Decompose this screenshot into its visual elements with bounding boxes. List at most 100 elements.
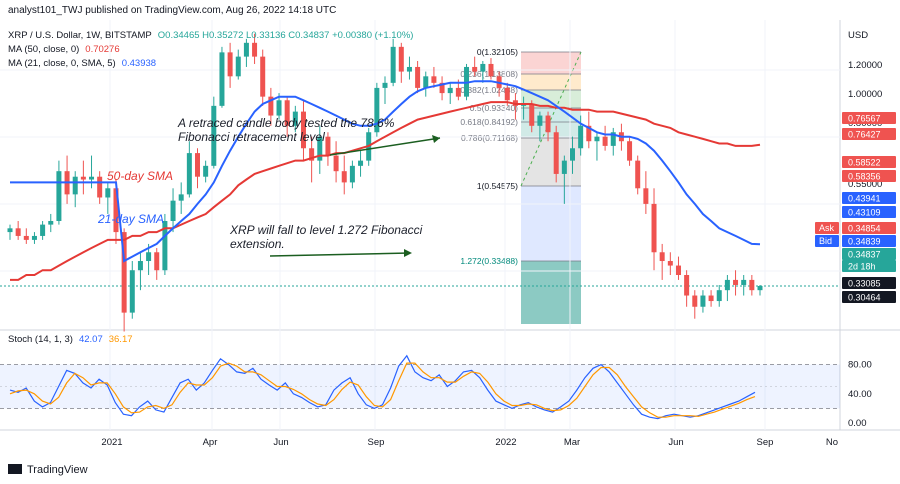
currency-label: USD bbox=[848, 30, 868, 41]
fall-annotation-line2: extension. bbox=[230, 237, 285, 251]
price-tag-bg bbox=[842, 248, 896, 260]
stoch-tick-label: 40.00 bbox=[848, 389, 872, 400]
price-tick-label: 0.55000 bbox=[848, 179, 882, 190]
fib-zone-blue bbox=[521, 186, 581, 261]
candle-body bbox=[382, 82, 388, 88]
legend-stoch-d: 36.17 bbox=[109, 334, 133, 345]
time-tick-label: Jun bbox=[668, 437, 683, 448]
fall-arrow bbox=[269, 252, 411, 257]
fib-level-label: 1.272(0.33488) bbox=[460, 256, 518, 266]
candle-body bbox=[635, 160, 641, 189]
candle-body bbox=[561, 160, 567, 174]
price-tag-text: 0.34839 bbox=[848, 237, 881, 247]
candle-body bbox=[146, 252, 152, 262]
price-tick-label: 1.20000 bbox=[848, 60, 882, 71]
fall-arrow-head bbox=[404, 249, 412, 257]
stoch-tick-label: 80.00 bbox=[848, 360, 872, 371]
candle-body bbox=[439, 82, 445, 94]
price-tags: 0.76567 0.76427 0.58522 0.58356 0.43941 0.431… bbox=[815, 112, 896, 303]
candle-body bbox=[105, 188, 111, 198]
candle-body bbox=[643, 188, 649, 204]
moving-averages bbox=[10, 80, 761, 281]
candle-body bbox=[97, 176, 103, 198]
candle-body bbox=[610, 132, 616, 146]
candle-body bbox=[219, 52, 225, 106]
fib-zone-red bbox=[521, 52, 581, 74]
bid-label: Bid bbox=[819, 236, 832, 246]
time-tick-label: Sep bbox=[757, 437, 774, 448]
candle-body bbox=[243, 42, 249, 57]
legend: XRP / U.S. Dollar, 1W, BITSTAMP O0.34465 … bbox=[8, 30, 413, 345]
candle-body bbox=[504, 87, 510, 101]
time-tick-label: No bbox=[826, 437, 838, 448]
fall-annotation-line1: XRP will fall to level 1.272 Fibonacci bbox=[229, 223, 423, 237]
price-tag-bg bbox=[842, 170, 896, 182]
ma21-line bbox=[10, 80, 761, 263]
candle-body bbox=[276, 100, 282, 116]
fib-level-label: 0.786(0.71168) bbox=[461, 133, 518, 143]
price-tag-text: 0.33085 bbox=[848, 279, 881, 289]
stoch-d-line bbox=[9, 362, 756, 418]
candle-body bbox=[162, 220, 168, 271]
price-tag-bg bbox=[842, 206, 896, 218]
price-tag-text: 0.58522 bbox=[848, 158, 881, 168]
candle-body bbox=[675, 265, 681, 276]
candle-body bbox=[252, 42, 258, 57]
candle-body bbox=[415, 66, 421, 88]
price-tag-bg bbox=[842, 260, 896, 272]
price-tag-text: 0.76567 bbox=[848, 114, 881, 124]
candle-body bbox=[602, 136, 608, 146]
price-tag-bg bbox=[842, 128, 896, 140]
price-tag-bg bbox=[842, 222, 896, 234]
candle-body bbox=[129, 270, 135, 313]
price-tag-bg bbox=[842, 291, 896, 303]
candle-body bbox=[716, 290, 722, 302]
candle-body bbox=[300, 111, 306, 149]
publisher-line: analyst101_TWJ published on TradingView.… bbox=[8, 5, 336, 16]
axis-labels: 1.200001.000000.800000.5500080.0040.000.… bbox=[101, 60, 882, 448]
candle-body bbox=[651, 203, 657, 253]
candles bbox=[7, 33, 763, 332]
fib-level-label: 0.618(0.84192) bbox=[460, 117, 518, 127]
candle-body bbox=[56, 171, 62, 221]
fib-level-label: 1(0.54575) bbox=[477, 181, 518, 191]
candle-body bbox=[390, 46, 396, 83]
candle-body bbox=[227, 52, 233, 77]
candle-body bbox=[423, 76, 429, 88]
candle-body bbox=[23, 235, 29, 240]
bid-label-bg bbox=[815, 235, 839, 247]
candle-body bbox=[72, 176, 78, 195]
candle-body bbox=[749, 279, 755, 291]
time-tick-label: 2022 bbox=[495, 437, 516, 448]
candle-body bbox=[529, 103, 535, 126]
candle-body bbox=[211, 105, 217, 166]
retrace-annotation-line1: A retraced candle body tested the 78.6% bbox=[177, 116, 395, 130]
price-tag-text: 0.34854 bbox=[848, 224, 881, 234]
legend-stoch: Stoch (14, 1, 3) 42.07 36.17 bbox=[8, 334, 133, 345]
time-tick-label: Jun bbox=[273, 437, 288, 448]
candle-body bbox=[358, 160, 364, 166]
candle-body bbox=[235, 56, 241, 77]
candle-body bbox=[472, 66, 478, 72]
candle-body bbox=[195, 153, 200, 177]
candle-body bbox=[268, 96, 274, 116]
price-tag-bg bbox=[842, 192, 896, 204]
candle-body bbox=[284, 100, 290, 126]
candle-body bbox=[570, 148, 575, 161]
retrace-annotation-line2: Fibonacci retracement level bbox=[178, 130, 325, 144]
price-tag-text: 2d 18h bbox=[848, 262, 876, 272]
candle-body bbox=[700, 295, 706, 307]
legend-symbol-text: XRP / U.S. Dollar, 1W, BITSTAMP bbox=[8, 30, 152, 41]
legend-symbol: XRP / U.S. Dollar, 1W, BITSTAMP O0.34465 … bbox=[8, 30, 413, 41]
price-tag-text: 0.30464 bbox=[848, 293, 881, 303]
legend-ma21: MA (21, close, 0, SMA, 5) 0.43938 bbox=[8, 58, 156, 69]
candle-body bbox=[113, 188, 119, 233]
candle-body bbox=[325, 136, 331, 156]
legend-ma50-value: 0.70276 bbox=[85, 44, 119, 55]
fib-zone-gray bbox=[521, 138, 581, 186]
candle-body bbox=[80, 176, 86, 180]
price-tag-bg bbox=[842, 277, 896, 289]
brand-name: TradingView bbox=[27, 464, 88, 476]
legend-ohlc: O0.34465 H0.35272 L0.33136 C0.34837 +0.0… bbox=[158, 30, 414, 41]
price-tag-text: 0.76427 bbox=[848, 130, 881, 140]
